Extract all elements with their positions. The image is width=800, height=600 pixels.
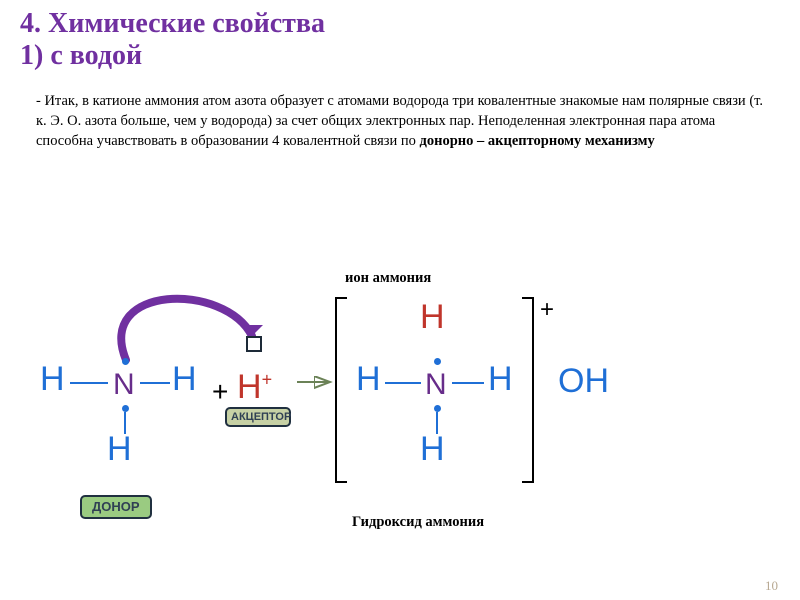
- slide-header: 4. Химические свойства 1) с водой: [0, 0, 800, 78]
- lone-pair-dot: [434, 358, 441, 365]
- bond: [452, 382, 484, 384]
- title-line-2: 1) с водой: [20, 40, 780, 72]
- bracket-left: [335, 297, 347, 483]
- right-H-right: H: [488, 360, 513, 399]
- body-paragraph: - Итак, в катионе аммония атом азота обр…: [0, 78, 800, 151]
- title-line-1: 4. Химические свойства: [20, 8, 780, 40]
- right-N: N: [425, 368, 447, 402]
- bracket-right: [522, 297, 534, 483]
- right-H-bottom: H: [420, 430, 445, 469]
- reaction-arrow: [0, 290, 340, 470]
- ion-charge-plus: +: [540, 296, 554, 324]
- bond: [436, 412, 438, 434]
- bond: [385, 382, 421, 384]
- page-number: 10: [765, 578, 778, 594]
- ammonium-hydroxide-label: Гидроксид аммония: [352, 514, 484, 531]
- right-H-left: H: [356, 360, 381, 399]
- reaction-diagram: H N H H + H+ АКЦЕПТОР H H N H H + OH ДОН…: [0, 290, 800, 550]
- paragraph-emphasis: донорно – акцепторному механизму: [420, 133, 655, 149]
- ion-ammonium-label: ион аммония: [345, 270, 431, 287]
- right-H-top: H: [420, 298, 445, 337]
- donor-label-box: ДОНОР: [80, 495, 152, 519]
- hydroxide-OH: OH: [558, 362, 609, 401]
- lone-pair-dot: [434, 405, 441, 412]
